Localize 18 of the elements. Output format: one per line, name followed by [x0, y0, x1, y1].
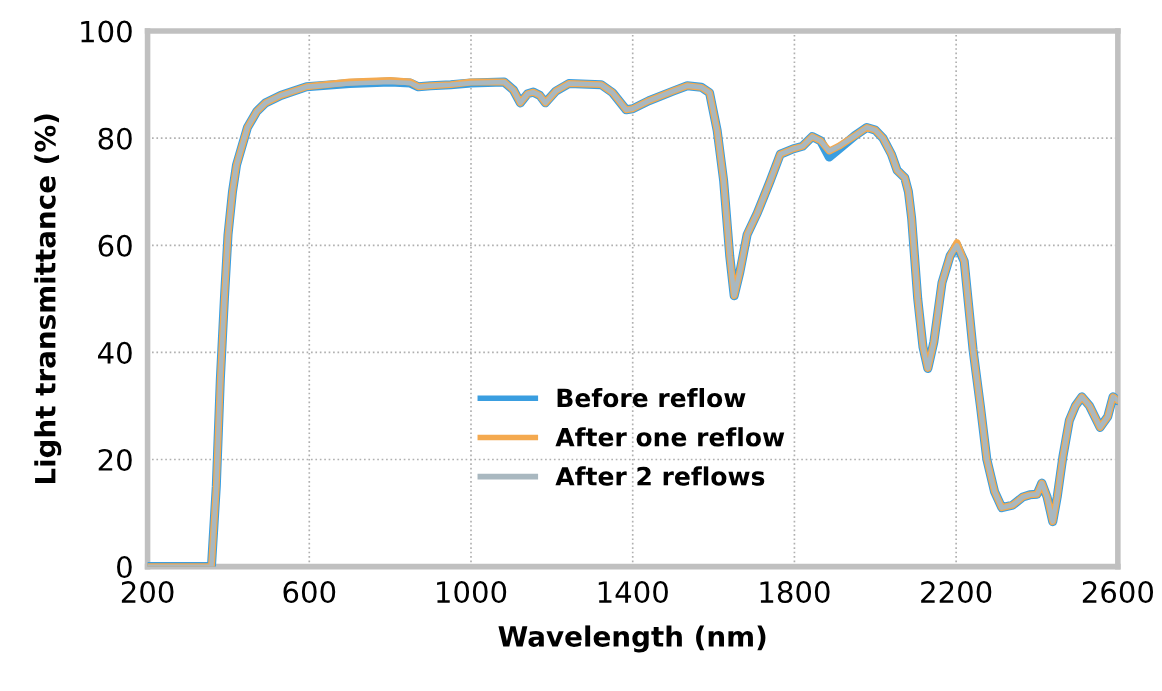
- y-tick-label: 0: [117, 556, 132, 579]
- x-tick-label: 1800: [760, 581, 830, 604]
- legend-label: Before reflow: [557, 387, 746, 408]
- x-tick-label: 1000: [437, 581, 507, 604]
- y-axis-title: Light transmittance (%): [34, 114, 62, 484]
- x-tick-label: 2600: [1082, 581, 1154, 604]
- y-tick-label: 80: [98, 127, 132, 150]
- y-tick-label: 100: [81, 20, 132, 43]
- y-tick-label: 20: [98, 448, 132, 472]
- x-tick-label: 1400: [598, 581, 668, 604]
- x-tick-label: 2200: [921, 581, 992, 604]
- y-tick-label: 60: [98, 234, 132, 257]
- legend-label: After one reflow: [555, 427, 785, 447]
- x-tick-label: 200: [121, 581, 174, 604]
- y-tick-label: 40: [98, 341, 132, 364]
- x-axis-title: Wavelength (nm): [498, 625, 766, 653]
- x-tick-label: 600: [283, 581, 336, 604]
- legend-label: After 2 reflows: [555, 466, 765, 486]
